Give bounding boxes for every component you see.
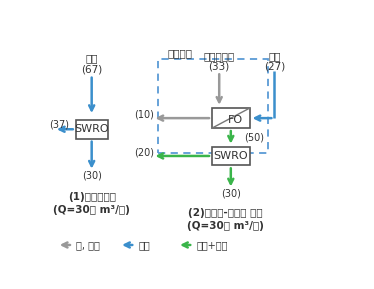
Text: 하수+해수: 하수+해수 — [196, 240, 227, 250]
Text: (50): (50) — [244, 132, 264, 142]
Text: 하, 폐수: 하, 폐수 — [76, 240, 99, 250]
Text: (Q=30천 m³/일): (Q=30천 m³/일) — [187, 221, 263, 231]
Text: 해수: 해수 — [138, 240, 150, 250]
Text: (2)정삼투-역삼투 융합: (2)정삼투-역삼투 융합 — [188, 208, 262, 218]
Text: 해수: 해수 — [268, 51, 280, 61]
Text: FO: FO — [228, 115, 243, 125]
Text: (Q=30천 m³/일): (Q=30천 m³/일) — [53, 205, 130, 216]
Text: 시설추가: 시설추가 — [167, 49, 192, 59]
FancyBboxPatch shape — [212, 108, 250, 128]
Text: (30): (30) — [82, 171, 102, 181]
Text: 해수: 해수 — [85, 53, 98, 63]
Text: (33): (33) — [209, 62, 230, 72]
Text: (67): (67) — [81, 64, 102, 74]
FancyBboxPatch shape — [76, 120, 108, 139]
Text: SWRO: SWRO — [74, 124, 109, 134]
Text: (37): (37) — [49, 120, 69, 130]
Text: (27): (27) — [264, 62, 285, 72]
Text: (20): (20) — [134, 148, 154, 158]
Text: (1)해수담수화: (1)해수담수화 — [68, 192, 116, 202]
FancyBboxPatch shape — [212, 147, 250, 165]
Text: SWRO: SWRO — [214, 151, 248, 161]
Text: 폐수처리수: 폐수처리수 — [203, 51, 235, 61]
Text: (30): (30) — [221, 189, 241, 199]
Text: (10): (10) — [134, 110, 154, 120]
